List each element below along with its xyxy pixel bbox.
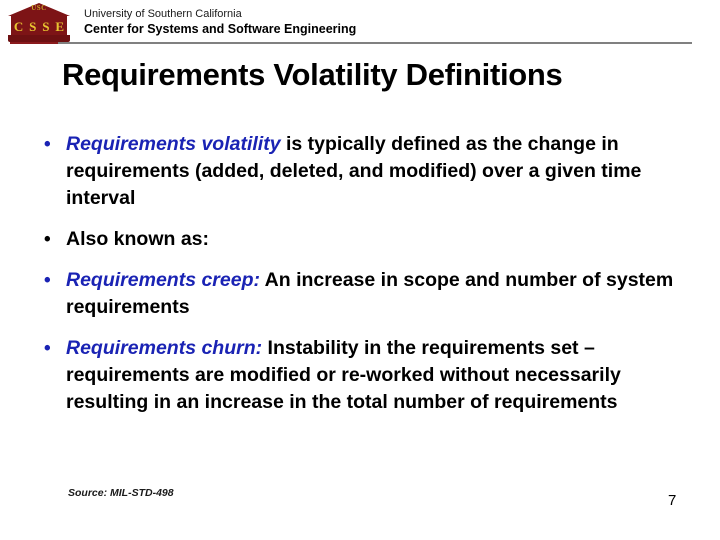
bullet-term: Requirements volatility — [66, 133, 281, 155]
bullet-marker-icon: • — [44, 229, 51, 250]
center-name: Center for Systems and Software Engineer… — [84, 22, 357, 36]
bullet-description: Also known as: — [66, 228, 210, 250]
university-name: University of Southern California — [84, 8, 242, 20]
bullet-description: is typically defined as the change in re… — [66, 133, 642, 209]
list-item: • Also known as: — [44, 226, 696, 253]
logo-pediment-shape — [8, 3, 70, 16]
logo-letter-s1: S — [29, 19, 37, 34]
bullet-marker-icon: • — [44, 338, 51, 359]
source-note: Source: MIL-STD-498 — [68, 487, 174, 499]
logo-base-shape — [8, 35, 70, 42]
page-title: Requirements Volatility Definitions — [62, 57, 563, 92]
logo-letter-e: E — [55, 19, 65, 34]
logo-letter-s2: S — [42, 19, 50, 34]
header-text-block: University of Southern California Center… — [84, 8, 356, 37]
slide-header: USC C S S E University of Southern Calif… — [0, 0, 720, 48]
bullet-text: Requirements volatility is typically def… — [66, 131, 696, 212]
bullet-text: Requirements creep: An increase in scope… — [66, 267, 696, 321]
bullet-text: Also known as: — [66, 226, 696, 253]
bullet-term: Requirements creep: — [66, 269, 260, 291]
logo-usc-text: USC — [31, 4, 47, 12]
logo-letters-row: C S S E — [11, 18, 67, 35]
bullet-marker-icon: • — [44, 270, 51, 291]
list-item: • Requirements churn: Instability in the… — [44, 335, 696, 416]
logo-letter-c: C — [13, 19, 24, 34]
bullet-list: • Requirements volatility is typically d… — [44, 131, 696, 430]
logo-architrave-shape — [11, 15, 67, 19]
bullet-description: An increase in scope and number of syste… — [66, 269, 674, 318]
usc-csse-logo-icon: USC C S S E — [8, 3, 70, 44]
bullet-text: Requirements churn: Instability in the r… — [66, 335, 696, 416]
logo-base-shadow-shape — [10, 42, 68, 44]
bullet-marker-icon: • — [44, 134, 51, 155]
bullet-term: Requirements churn: — [66, 337, 263, 359]
header-divider — [58, 42, 692, 44]
page-number: 7 — [668, 492, 677, 509]
list-item: • Requirements volatility is typically d… — [44, 131, 696, 212]
list-item: • Requirements creep: An increase in sco… — [44, 267, 696, 321]
bullet-description: Instability in the requirements set – re… — [66, 337, 621, 413]
